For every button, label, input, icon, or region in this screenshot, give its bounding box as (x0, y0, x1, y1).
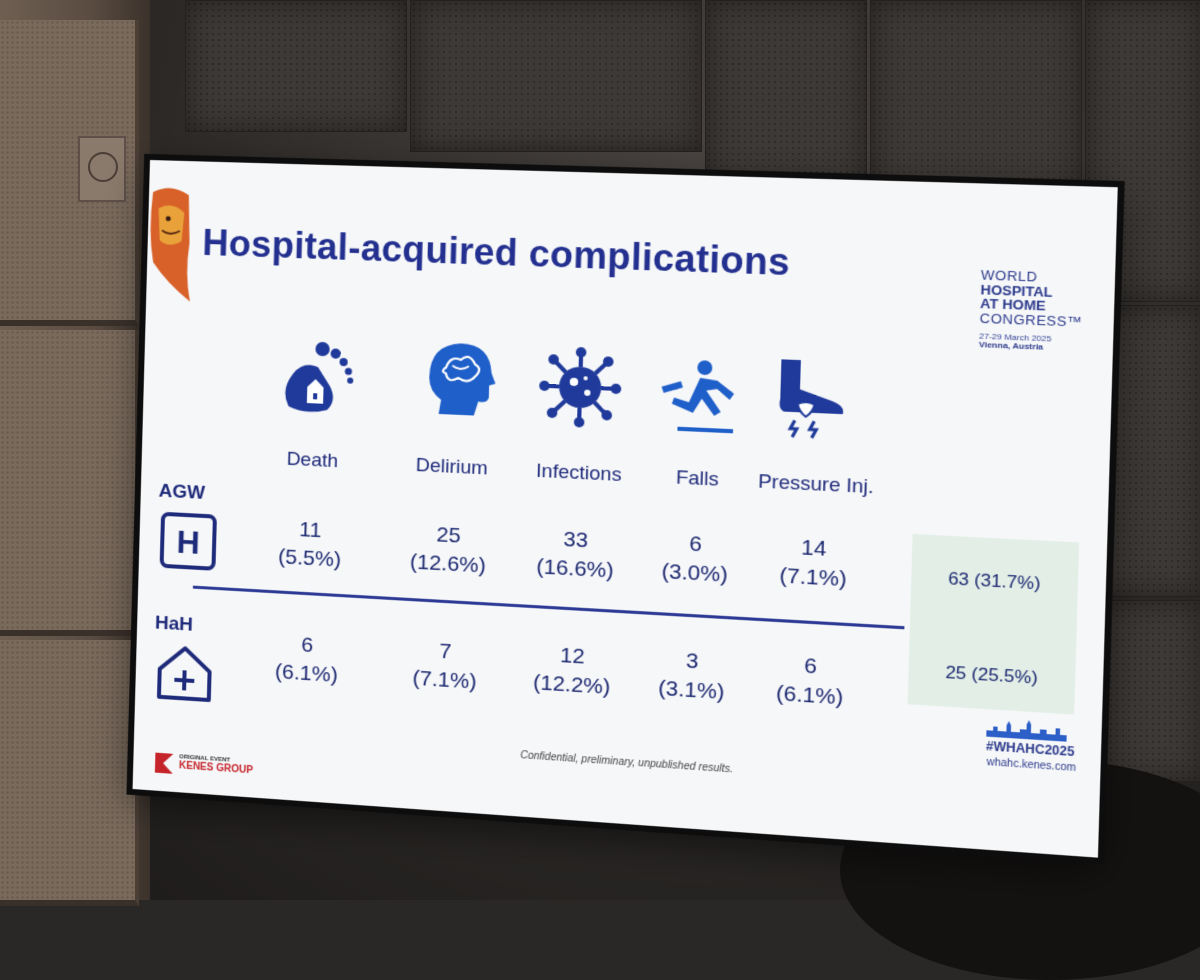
cell-percent: (16.6%) (507, 552, 644, 589)
vienna-skyline-icon (986, 718, 1067, 742)
acoustic-panel (185, 0, 407, 132)
website: whahc.kenes.com (986, 757, 1076, 774)
presentation-screen: Hospital-acquired complications WORLD HO… (133, 160, 1118, 858)
falling-person-icon (656, 355, 742, 439)
column-header-death: Death (241, 446, 384, 475)
congress-line4: CONGRESS™ (979, 311, 1082, 329)
agw-infections-cell: 33 (16.6%) (507, 523, 645, 589)
acoustic-panel (1095, 600, 1200, 782)
cell-percent: (5.5%) (244, 542, 377, 578)
column-header-delirium: Delirium (379, 453, 524, 482)
virus-icon (538, 346, 622, 430)
no-smoking-sign (78, 136, 126, 202)
wall-block (0, 330, 139, 636)
head-brain-icon (418, 336, 501, 419)
agw-pressure-cell: 14 (7.1%) (742, 531, 885, 598)
agw-death-cell: 11 (5.5%) (244, 513, 377, 577)
svg-text:H: H (176, 523, 200, 560)
footnote: Confidential, preliminary, unpublished r… (520, 750, 733, 776)
home-plus-icon (153, 640, 217, 706)
kenes-logo-icon (153, 750, 176, 776)
row-label-agw: AGW (158, 481, 205, 505)
hah-infections-cell: 12 (12.2%) (503, 638, 641, 705)
hah-delirium-cell: 7 (7.1%) (377, 634, 513, 700)
lion-logo-icon (146, 182, 193, 302)
congress-logo: WORLD HOSPITAL AT HOME CONGRESS™ 27-29 M… (979, 268, 1084, 354)
hah-pressure-cell: 6 (6.1%) (739, 648, 882, 716)
hah-death-cell: 6 (6.1%) (240, 628, 373, 693)
wall-block (0, 640, 139, 906)
hashtag: #WHAHC2025 (986, 739, 1075, 760)
acoustic-panel (705, 0, 867, 202)
hospital-h-icon: H (159, 511, 218, 572)
acoustic-panel (410, 0, 702, 152)
column-header-pressure-injury: Pressure Inj. (740, 470, 892, 500)
row-label-hah: HaH (155, 612, 193, 636)
foot-house-icon (276, 335, 357, 417)
slide-title: Hospital-acquired complications (202, 222, 791, 285)
cell-percent: (12.6%) (381, 547, 516, 583)
foot-pressure-icon (768, 357, 855, 442)
agw-delirium-cell: 25 (12.6%) (381, 518, 517, 583)
